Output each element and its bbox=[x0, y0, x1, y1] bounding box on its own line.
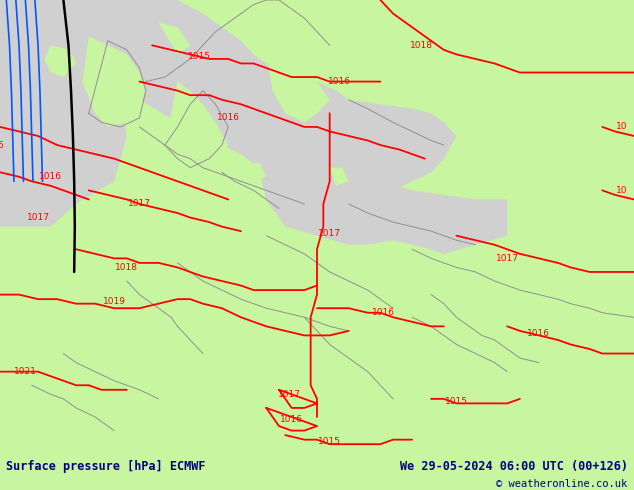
Polygon shape bbox=[95, 0, 431, 199]
Text: Surface pressure [hPa] ECMWF: Surface pressure [hPa] ECMWF bbox=[6, 460, 206, 473]
Text: 5: 5 bbox=[0, 141, 3, 149]
Text: 1016: 1016 bbox=[217, 113, 240, 122]
Text: 1015: 1015 bbox=[318, 438, 341, 446]
Text: © weatheronline.co.uk: © weatheronline.co.uk bbox=[496, 480, 628, 490]
Text: 1021: 1021 bbox=[14, 367, 37, 376]
Polygon shape bbox=[82, 36, 146, 127]
Polygon shape bbox=[158, 23, 190, 54]
Text: 1017: 1017 bbox=[27, 213, 49, 222]
Polygon shape bbox=[266, 54, 330, 122]
Polygon shape bbox=[241, 163, 266, 181]
Text: 1016: 1016 bbox=[280, 415, 303, 424]
Text: 1017: 1017 bbox=[496, 254, 519, 263]
Text: 1018: 1018 bbox=[115, 263, 138, 272]
Polygon shape bbox=[330, 168, 349, 186]
Text: 1016: 1016 bbox=[39, 172, 62, 181]
Text: We 29-05-2024 06:00 UTC (00+126): We 29-05-2024 06:00 UTC (00+126) bbox=[399, 460, 628, 473]
Text: 1018: 1018 bbox=[410, 41, 433, 50]
Text: 10: 10 bbox=[616, 186, 627, 195]
Polygon shape bbox=[44, 46, 76, 77]
Polygon shape bbox=[349, 99, 456, 172]
Text: 1016: 1016 bbox=[372, 308, 395, 317]
Text: 1017: 1017 bbox=[128, 199, 151, 208]
Polygon shape bbox=[216, 159, 241, 177]
Polygon shape bbox=[0, 0, 139, 226]
Text: 1015: 1015 bbox=[188, 52, 211, 61]
Polygon shape bbox=[0, 0, 127, 226]
Text: 1019: 1019 bbox=[103, 297, 126, 306]
Polygon shape bbox=[254, 145, 507, 254]
Polygon shape bbox=[241, 127, 349, 195]
Polygon shape bbox=[165, 82, 228, 172]
Text: 1016: 1016 bbox=[527, 329, 550, 338]
Text: 1017: 1017 bbox=[318, 229, 341, 238]
Text: 10: 10 bbox=[616, 122, 627, 131]
Text: 1016: 1016 bbox=[328, 77, 351, 86]
Text: 1015: 1015 bbox=[445, 396, 468, 406]
Text: 1017: 1017 bbox=[278, 390, 301, 399]
